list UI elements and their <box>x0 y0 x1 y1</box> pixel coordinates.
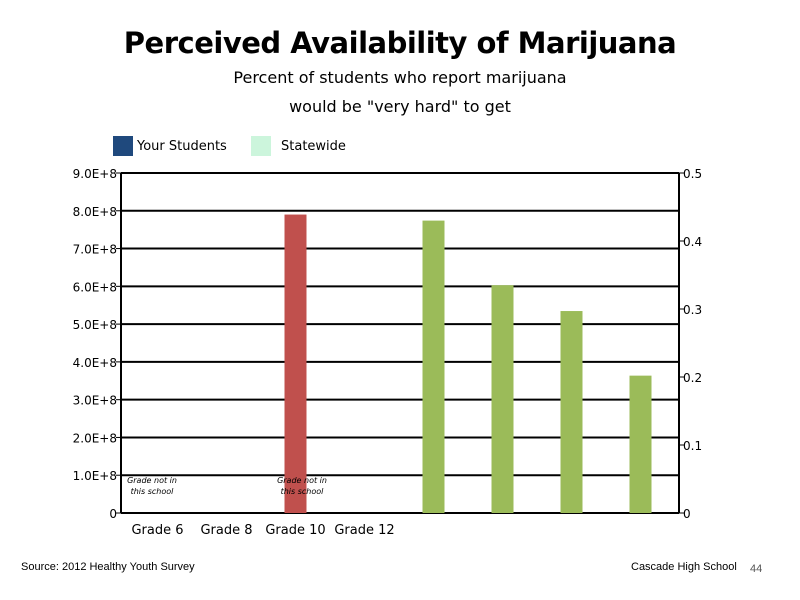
category-tick-label: Grade 6 <box>131 523 183 538</box>
chart-subtitle-line-2: would be "very hard" to get <box>289 97 511 116</box>
left-axis-tick-label: 1.0E+8 <box>73 469 117 483</box>
left-axis-tick-label: 4.0E+8 <box>73 356 117 370</box>
bar-left-axis <box>284 214 307 514</box>
source-note: Source: 2012 Healthy Youth Survey <box>21 561 195 573</box>
left-axis-tick-label: 9.0E+8 <box>73 167 117 181</box>
right-axis-tick-label: 0.1 <box>683 439 702 453</box>
annotation-grade-not-in-school: this school <box>281 487 325 496</box>
category-tick-label: Grade 12 <box>334 523 394 538</box>
bar-right-axis <box>560 311 583 513</box>
category-tick-label: Grade 10 <box>265 523 325 538</box>
bar-right-axis <box>422 220 445 513</box>
chart-title: Perceived Availability of Marijuana <box>123 26 677 60</box>
right-axis-tick-label: 0.5 <box>683 167 702 181</box>
bar-right-axis <box>629 375 652 513</box>
left-axis-tick-label: 0 <box>109 507 117 521</box>
school-name: Cascade High School <box>631 561 737 573</box>
page-number: 44 <box>750 563 763 575</box>
left-axis-tick-label: 8.0E+8 <box>73 205 117 219</box>
legend-item-statewide: Statewide <box>251 136 346 156</box>
right-axis-tick-label: 0.4 <box>683 235 702 249</box>
legend-swatch-your-students <box>113 136 133 156</box>
legend-label-your-students: Your Students <box>137 138 227 154</box>
category-tick-label: Grade 8 <box>200 523 252 538</box>
left-axis-tick-label: 2.0E+8 <box>73 431 117 445</box>
left-axis-tick-label: 3.0E+8 <box>73 394 117 408</box>
left-axis-tick-label: 7.0E+8 <box>73 243 117 257</box>
right-axis-tick-label: 0 <box>683 507 691 521</box>
chart-subtitle-line-1: Percent of students who report marijuana <box>233 68 567 87</box>
annotation-grade-not-in-school: Grade not in <box>277 476 327 485</box>
legend-swatch-statewide <box>251 136 271 156</box>
right-axis-tick-label: 0.3 <box>683 303 702 317</box>
legend-item-your-students: Your Students <box>113 136 227 156</box>
left-axis-tick-label: 5.0E+8 <box>73 318 117 332</box>
right-axis-tick-label: 0.2 <box>683 371 702 385</box>
annotation-grade-not-in-school: this school <box>131 487 175 496</box>
bar-right-axis <box>491 285 514 513</box>
left-axis-tick-label: 6.0E+8 <box>73 280 117 294</box>
legend-label-statewide: Statewide <box>281 138 346 154</box>
annotation-grade-not-in-school: Grade not in <box>127 476 177 485</box>
